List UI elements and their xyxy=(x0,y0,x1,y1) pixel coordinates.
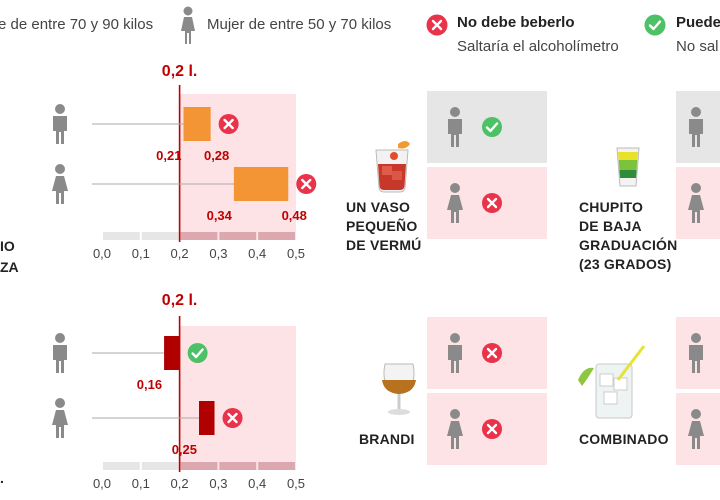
man-icon xyxy=(53,104,67,144)
panel-woman-icon xyxy=(688,409,704,449)
tick-label: 0,4 xyxy=(248,246,266,261)
panel-man-icon xyxy=(689,107,703,147)
drink-label-line: PEQUEÑO xyxy=(346,218,418,234)
tick-label: 0,1 xyxy=(132,476,150,491)
range-bar xyxy=(164,336,180,370)
axis-segment xyxy=(219,462,257,470)
tick-label: 0,2 xyxy=(171,246,189,261)
drink-label-line: DE BAJA xyxy=(579,218,642,234)
legend-woman-label: Mujer de entre 50 y 70 kilos xyxy=(207,16,392,33)
low-value-label: 0,34 xyxy=(207,208,233,223)
tick-label: 0,5 xyxy=(287,246,305,261)
legend-yes-title: Puede xyxy=(676,14,720,31)
drink-label-line: UN VASO xyxy=(346,199,411,215)
cross-icon xyxy=(482,343,502,363)
axis-segment xyxy=(258,462,295,470)
legend-woman-icon xyxy=(181,6,195,44)
limit-label: 0,2 l. xyxy=(162,292,198,309)
chart-1: 0,0 0,1 0,2 0,3 0,4 0,5 0,2 l. 0,21 0,28 0,34 0,48 xyxy=(52,63,317,261)
woman-icon xyxy=(52,398,68,438)
shot-glass-icon xyxy=(616,147,640,187)
legend-no-title: No debe beberlo xyxy=(457,14,575,31)
high-value-label: 0,48 xyxy=(282,208,307,223)
man-icon xyxy=(53,333,67,373)
cross-icon xyxy=(222,408,243,428)
low-value-label: 0,25 xyxy=(172,442,197,457)
range-bar xyxy=(233,167,289,201)
panel-man-icon xyxy=(448,333,462,373)
drink-label-brandi: BRANDI xyxy=(359,430,415,449)
legend-yes-subtitle: No sal xyxy=(676,38,719,55)
cut-label-bottom: . xyxy=(0,470,4,486)
axis-segment xyxy=(103,462,140,470)
range-charts: 0,0 0,1 0,2 0,3 0,4 0,5 0,2 l. 0,21 0,28 0,34 0,48… xyxy=(52,63,317,491)
panel-woman-icon xyxy=(688,183,704,223)
axis-segment xyxy=(141,232,179,240)
drink-label-line: GRADUACIÓN xyxy=(579,237,678,253)
panel-man-icon xyxy=(689,333,703,373)
axis-segment xyxy=(180,232,218,240)
axis-segment xyxy=(219,232,257,240)
brandy-glass-icon xyxy=(382,363,416,415)
drink-label-combinado: COMBINADO xyxy=(579,430,669,449)
limit-label: 0,2 l. xyxy=(162,63,198,80)
range-bar xyxy=(199,401,215,435)
legend-cross-icon xyxy=(426,14,448,36)
drink-label-chupito: CHUPITO DE BAJA GRADUACIÓN (23 GRADOS) xyxy=(579,198,677,274)
drink-label-line: COMBINADO xyxy=(579,431,669,447)
cross-icon xyxy=(296,174,317,194)
panel-woman-icon xyxy=(447,183,463,223)
drink-label-line: BRANDI xyxy=(359,431,415,447)
axis-segment xyxy=(258,232,295,240)
drink-label-line: CHUPITO xyxy=(579,199,644,215)
tick-label: 0,3 xyxy=(209,476,227,491)
vermouth-glass-icon xyxy=(375,141,410,193)
tick-label: 0,4 xyxy=(248,476,266,491)
tick-label: 0,1 xyxy=(132,246,150,261)
chart-2: 0,0 0,1 0,2 0,3 0,4 0,5 0,2 l. 0,16 0,25 xyxy=(52,292,305,491)
check-icon xyxy=(187,343,208,363)
panel-man-icon xyxy=(448,107,462,147)
legend-check-icon xyxy=(644,14,666,36)
axis-segment xyxy=(141,462,179,470)
drink-label-vermu: UN VASO PEQUEÑO DE VERMÚ xyxy=(346,198,422,255)
low-value-label: 0,16 xyxy=(137,377,162,392)
tick-label: 0,3 xyxy=(209,246,227,261)
drink-label-line: DE VERMÚ xyxy=(346,237,422,253)
tick-label: 0,5 xyxy=(287,476,305,491)
legend-no-subtitle: Saltaría el alcoholímetro xyxy=(457,38,619,55)
low-value-label: 0,21 xyxy=(156,148,181,163)
tick-label: 0,2 xyxy=(171,476,189,491)
axis-segment xyxy=(103,232,140,240)
drink-label-line: (23 GRADOS) xyxy=(579,256,672,272)
range-bar xyxy=(183,107,211,141)
cocktail-glass-icon xyxy=(578,345,646,419)
legend-man-label: e de entre 70 y 90 kilos xyxy=(0,16,154,33)
woman-icon xyxy=(52,164,68,204)
check-icon xyxy=(482,117,502,137)
cross-icon xyxy=(218,114,239,134)
cut-label-top-2: ZA xyxy=(0,259,19,275)
high-value-label: 0,28 xyxy=(204,148,229,163)
axis-segment xyxy=(180,462,218,470)
cross-icon xyxy=(482,193,502,213)
panel-woman-icon xyxy=(447,409,463,449)
tick-label: 0,0 xyxy=(93,246,111,261)
cross-icon xyxy=(482,419,502,439)
tick-label: 0,0 xyxy=(93,476,111,491)
cut-label-top-1: IO xyxy=(0,238,15,254)
